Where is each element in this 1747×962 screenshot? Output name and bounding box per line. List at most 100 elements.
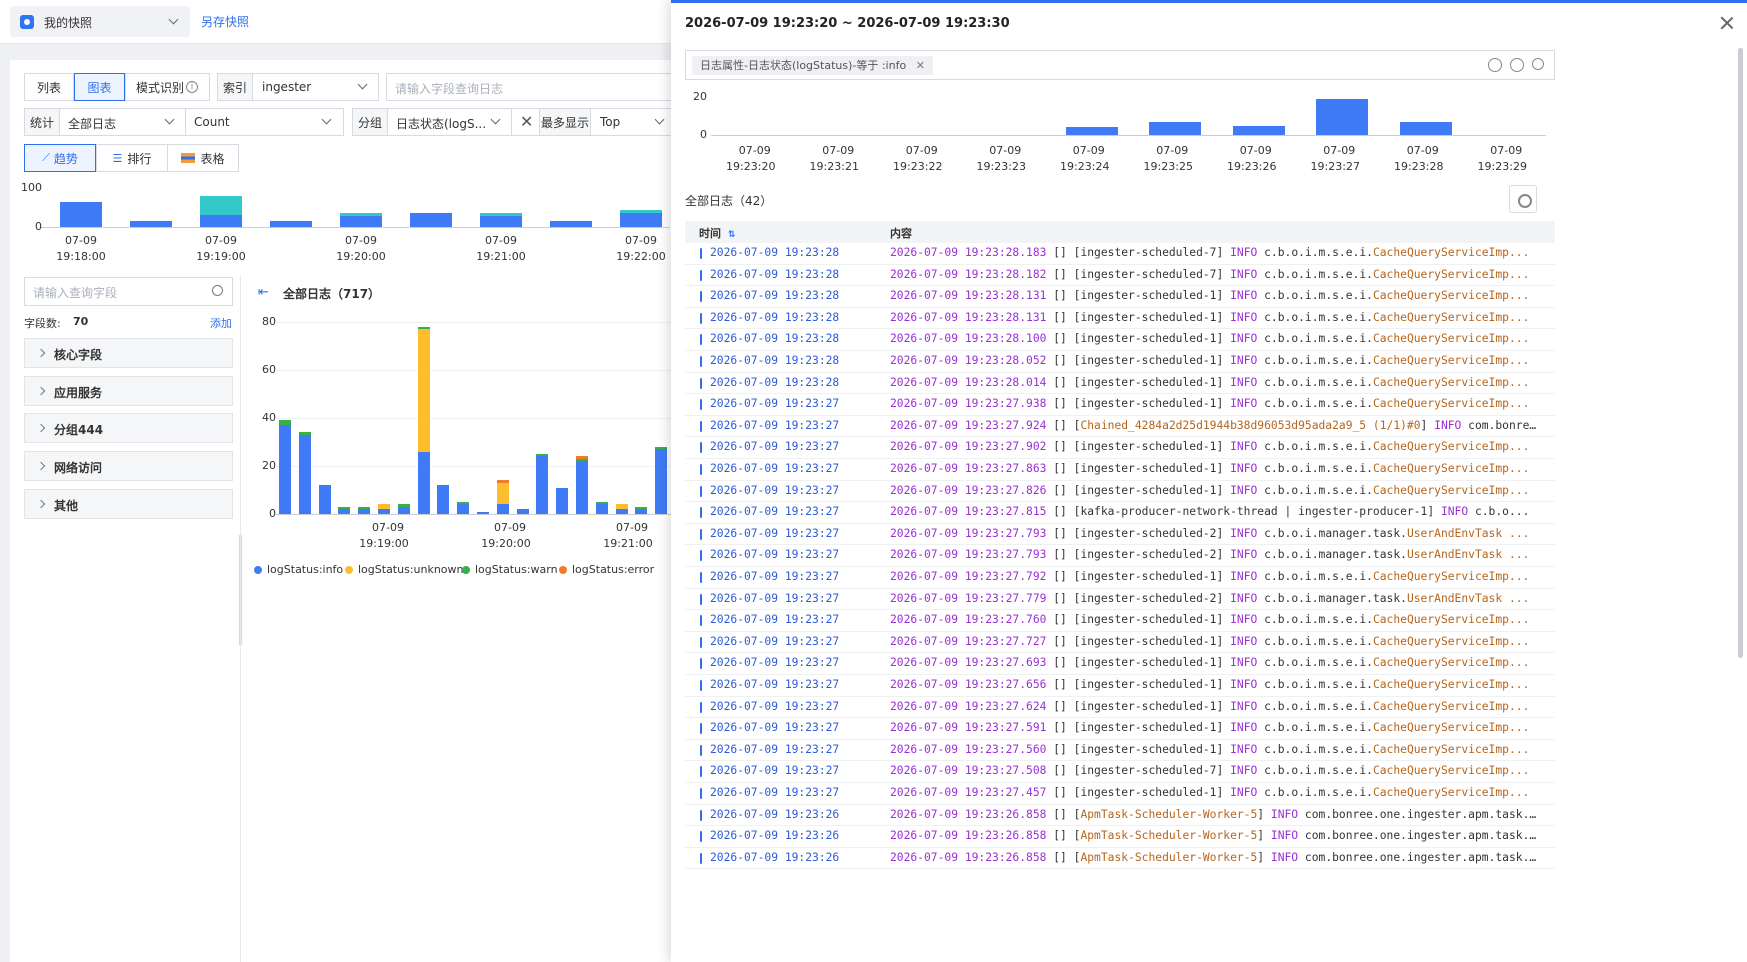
log-row[interactable]: 2026-07-09 19:23:27 2026-07-09 19:23:27.7… [685, 567, 1555, 589]
close-icon[interactable] [1719, 15, 1735, 31]
field-group-other[interactable]: 其他 [24, 489, 233, 519]
log-row[interactable]: 2026-07-09 19:23:27 2026-07-09 19:23:27.9… [685, 437, 1555, 459]
field-group-core[interactable]: 核心字段 [24, 338, 233, 368]
log-row[interactable]: 2026-07-09 19:23:28 2026-07-09 19:23:28.1… [685, 286, 1555, 308]
bar [496, 480, 509, 483]
log-row[interactable]: 2026-07-09 19:23:28 2026-07-09 19:23:28.1… [685, 265, 1555, 287]
log-level: INFO [1270, 850, 1305, 864]
collapse-icon[interactable]: ⇤ [258, 285, 269, 300]
log-timestamp: 2026-07-09 19:23:27.591 [890, 721, 1047, 735]
chevron-down-icon [357, 79, 368, 90]
log-row[interactable]: 2026-07-09 19:23:27 2026-07-09 19:23:27.6… [685, 697, 1555, 719]
log-row[interactable]: 2026-07-09 19:23:27 2026-07-09 19:23:27.8… [685, 459, 1555, 481]
log-package: c.b.o.i.m.s.e.i. [1264, 289, 1373, 303]
bar [615, 504, 628, 510]
log-content: 2026-07-09 19:23:27.863 [] [ingester-sch… [890, 462, 1540, 475]
log-row[interactable]: 2026-07-09 19:23:27 2026-07-09 19:23:27.9… [685, 416, 1555, 438]
log-timestamp: 2026-07-09 19:23:27.693 [890, 656, 1047, 670]
metric-select[interactable]: Count [185, 108, 344, 136]
log-row[interactable]: 2026-07-09 19:23:27 2026-07-09 19:23:27.8… [685, 481, 1555, 503]
scope-select[interactable]: 全部日志 [59, 108, 186, 136]
log-row[interactable]: 2026-07-09 19:23:26 2026-07-09 19:23:26.8… [685, 805, 1555, 827]
field-group-app[interactable]: 应用服务 [24, 376, 233, 406]
log-class: CacheQueryServiceImp... [1372, 721, 1530, 735]
bar [1149, 121, 1202, 135]
log-class: CacheQueryServiceImp... [1372, 246, 1530, 259]
bar [576, 461, 588, 514]
log-row[interactable]: 2026-07-09 19:23:27 2026-07-09 19:23:27.7… [685, 524, 1555, 546]
legend-dot [559, 565, 567, 574]
bar [378, 509, 390, 514]
settings-icon[interactable] [1509, 185, 1537, 213]
col-time[interactable]: 时间 ⇅ [699, 225, 735, 241]
legend-item-unknown[interactable]: logStatus:unknown [345, 563, 464, 576]
log-row[interactable]: 2026-07-09 19:23:28 2026-07-09 19:23:28.1… [685, 329, 1555, 351]
log-thread: ingester-scheduled-1 [1080, 332, 1217, 346]
log-row[interactable]: 2026-07-09 19:23:27 2026-07-09 19:23:27.9… [685, 394, 1555, 416]
tab-chart[interactable]: 图表 [74, 73, 125, 101]
row-indicator [700, 334, 702, 346]
tab-ranking[interactable]: ☰ 排行 [96, 144, 168, 172]
tab-pattern[interactable]: 模式识别 i [125, 73, 210, 101]
add-filter-icon[interactable] [1488, 58, 1502, 72]
log-content: 2026-07-09 19:23:26.858 [] [ApmTask-Sche… [890, 829, 1540, 842]
row-indicator [700, 809, 702, 821]
search-icon[interactable] [1532, 58, 1544, 70]
log-row[interactable]: 2026-07-09 19:23:27 2026-07-09 19:23:27.5… [685, 718, 1555, 740]
chip-close-icon[interactable]: ✕ [915, 59, 925, 72]
field-search-input[interactable]: 请输入查询字段 [24, 277, 233, 306]
log-row[interactable]: 2026-07-09 19:23:28 2026-07-09 19:23:28.1… [685, 243, 1555, 265]
log-row[interactable]: 2026-07-09 19:23:28 2026-07-09 19:23:28.0… [685, 351, 1555, 373]
row-indicator [700, 615, 702, 627]
snapshot-selector[interactable]: 我的快照 [10, 6, 190, 37]
row-indicator [700, 528, 702, 540]
legend-item-error[interactable]: logStatus:error [559, 563, 654, 576]
clear-filter-icon[interactable] [1510, 58, 1524, 72]
field-group-network[interactable]: 网络访问 [24, 451, 233, 481]
log-row[interactable]: 2026-07-09 19:23:27 2026-07-09 19:23:27.7… [685, 610, 1555, 632]
filter-chip[interactable]: 日志属性-日志状态(logStatus)-等于 :info ✕ [692, 56, 933, 75]
legend-item-info[interactable]: logStatus:info [254, 563, 343, 576]
field-group-444[interactable]: 分组444 [24, 413, 233, 443]
log-thread: ingester-scheduled-1 [1080, 354, 1217, 367]
metric-value: Count [194, 115, 230, 129]
log-row[interactable]: 2026-07-09 19:23:26 2026-07-09 19:23:26.8… [685, 848, 1555, 870]
tab-list[interactable]: 列表 [24, 73, 74, 101]
log-timestamp: 2026-07-09 19:23:27.457 [890, 786, 1047, 799]
log-row[interactable]: 2026-07-09 19:23:27 2026-07-09 19:23:27.5… [685, 740, 1555, 762]
log-bracket: [] [ [1046, 483, 1081, 497]
row-indicator [700, 766, 702, 778]
tab-table[interactable]: 表格 [167, 144, 239, 172]
query-input[interactable]: 请输入字段查询日志 [386, 73, 676, 101]
field-count-label: 字段数: [24, 317, 61, 330]
log-row[interactable]: 2026-07-09 19:23:27 2026-07-09 19:23:27.8… [685, 502, 1555, 524]
log-row[interactable]: 2026-07-09 19:23:28 2026-07-09 19:23:28.1… [685, 308, 1555, 330]
log-content: 2026-07-09 19:23:28.131 [] [ingester-sch… [890, 311, 1540, 324]
save-snapshot-link[interactable]: 另存快照 [201, 15, 250, 29]
log-row[interactable]: 2026-07-09 19:23:26 2026-07-09 19:23:26.8… [685, 826, 1555, 848]
log-row[interactable]: 2026-07-09 19:23:27 2026-07-09 19:23:27.5… [685, 761, 1555, 783]
scrollbar[interactable] [1738, 48, 1743, 658]
log-row[interactable]: 2026-07-09 19:23:27 2026-07-09 19:23:27.7… [685, 545, 1555, 567]
legend-item-warn[interactable]: logStatus:warn [462, 563, 558, 576]
sort-icon[interactable]: ⇅ [727, 230, 736, 240]
group-select[interactable]: 日志状态(logS... [387, 108, 512, 136]
log-row[interactable]: 2026-07-09 19:23:28 2026-07-09 19:23:28.0… [685, 373, 1555, 395]
tab-trend[interactable]: ⟋ 趋势 [24, 144, 96, 172]
clear-group-button[interactable]: ✕ [511, 108, 540, 136]
filter-bar[interactable]: 日志属性-日志状态(logStatus)-等于 :info ✕ [685, 50, 1555, 80]
log-row[interactable]: 2026-07-09 19:23:27 2026-07-09 19:23:27.4… [685, 783, 1555, 805]
log-row[interactable]: 2026-07-09 19:23:27 2026-07-09 19:23:27.6… [685, 675, 1555, 697]
top-select[interactable]: Top [590, 108, 676, 136]
log-timestamp: 2026-07-09 19:23:27.792 [890, 570, 1047, 583]
x-tick-label: 19:22:00 [616, 250, 666, 263]
log-row[interactable]: 2026-07-09 19:23:27 2026-07-09 19:23:27.6… [685, 653, 1555, 675]
log-row[interactable]: 2026-07-09 19:23:27 2026-07-09 19:23:27.7… [685, 589, 1555, 611]
log-time: 2026-07-09 19:23:27 [710, 764, 840, 778]
log-time: 2026-07-09 19:23:28 [710, 289, 840, 303]
chevron-down-icon [168, 14, 179, 25]
log-thread: ingester-scheduled-7 [1080, 267, 1217, 281]
index-select[interactable]: ingester [252, 73, 379, 101]
add-field-link[interactable]: 添加 [210, 317, 232, 330]
log-row[interactable]: 2026-07-09 19:23:27 2026-07-09 19:23:27.7… [685, 632, 1555, 654]
